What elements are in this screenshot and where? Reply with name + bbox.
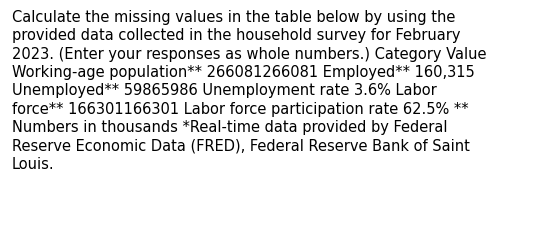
Text: Calculate the missing values in the table below by using the
provided data colle: Calculate the missing values in the tabl… — [12, 10, 487, 171]
